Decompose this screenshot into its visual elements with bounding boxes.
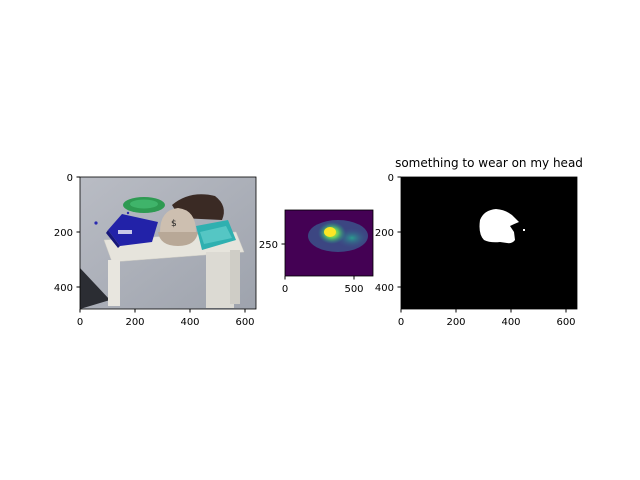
heatmap-axes-frame bbox=[284, 209, 374, 277]
panel-mask: something to wear on my head 0 200 400 6… bbox=[375, 156, 583, 328]
panel-heatmap: 0 500 250 bbox=[259, 209, 374, 295]
mask-y-tick-1: 200 bbox=[375, 228, 394, 239]
cap-object: $ bbox=[158, 208, 198, 246]
lunchbox-object bbox=[106, 214, 158, 248]
mask-image bbox=[401, 177, 577, 309]
mask-x-tick-3: 600 bbox=[556, 317, 575, 328]
mask-x-ticks: 0 200 400 600 bbox=[398, 309, 576, 328]
photo-image: $ bbox=[80, 177, 256, 309]
mask-y-ticks: 0 200 400 bbox=[375, 173, 401, 294]
photo-x-tick-2: 400 bbox=[180, 317, 199, 328]
mask-x-tick-0: 0 bbox=[398, 317, 404, 328]
photo-x-ticks: 0 200 400 600 bbox=[77, 309, 255, 328]
heatmap-x-tick-1: 500 bbox=[344, 284, 363, 295]
photo-y-tick-2: 400 bbox=[54, 283, 73, 294]
heatmap-y-tick-0: 250 bbox=[259, 240, 278, 251]
heatmap-image bbox=[285, 210, 373, 276]
photo-y-ticks: 0 200 400 bbox=[54, 173, 80, 294]
panel-photo: $ 0 200 400 600 0 200 400 bbox=[54, 173, 257, 328]
mask-title: something to wear on my head bbox=[395, 156, 583, 170]
svg-text:$: $ bbox=[171, 219, 177, 229]
mask-x-tick-1: 200 bbox=[446, 317, 465, 328]
photo-x-tick-0: 0 bbox=[77, 317, 83, 328]
heatmap-y-ticks: 250 bbox=[259, 240, 285, 251]
heatmap-x-tick-0: 0 bbox=[282, 284, 288, 295]
photo-x-tick-1: 200 bbox=[125, 317, 144, 328]
heatmap-x-ticks: 0 500 bbox=[282, 276, 364, 295]
mask-y-tick-0: 0 bbox=[388, 173, 394, 184]
photo-x-tick-3: 600 bbox=[235, 317, 254, 328]
mask-axes-frame bbox=[400, 176, 578, 310]
photo-y-tick-0: 0 bbox=[67, 173, 73, 184]
photo-y-tick-1: 200 bbox=[54, 228, 73, 239]
mask-y-tick-2: 400 bbox=[375, 283, 394, 294]
photo-axes-frame bbox=[79, 176, 257, 310]
mask-x-tick-2: 400 bbox=[501, 317, 520, 328]
